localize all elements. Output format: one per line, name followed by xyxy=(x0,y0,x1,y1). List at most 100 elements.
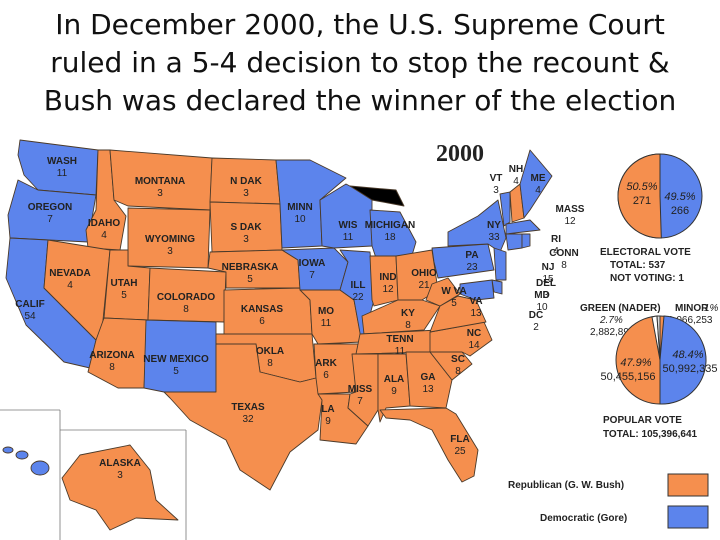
state-label-n-dak: N DAK xyxy=(230,176,262,187)
state-label-mass: MASS xyxy=(556,204,585,215)
state-label-ri: RI xyxy=(551,234,561,245)
legend-democratic-swatch xyxy=(667,505,709,529)
state-ev-la: 9 xyxy=(325,416,331,427)
state-label-s-dak: S DAK xyxy=(230,222,262,233)
state-ev-s-dak: 3 xyxy=(243,234,249,245)
state-md xyxy=(459,279,495,301)
state-ev-idaho: 4 xyxy=(101,230,107,241)
state-label-ga: GA xyxy=(421,372,436,383)
state-ev-ny: 33 xyxy=(488,232,500,243)
state-ev-del: 3 xyxy=(543,290,549,301)
state-label-kansas: KANSAS xyxy=(241,304,284,315)
election-map: 2000 xyxy=(0,139,719,540)
state-label-colorado: COLORADO xyxy=(157,292,216,303)
state-mass xyxy=(505,219,541,235)
state-ev-ala: 9 xyxy=(391,386,397,397)
state-ev-okla: 8 xyxy=(267,358,273,369)
ev-rep-pct: 50.5% xyxy=(626,181,657,193)
state-label-mo: MO xyxy=(318,306,334,317)
state-label-del: DEL xyxy=(536,278,556,289)
state-label-pa: PA xyxy=(465,250,478,261)
state-va xyxy=(429,295,487,333)
state-label-conn: CONN xyxy=(549,248,578,259)
pv-dem-votes: 50,992,335 xyxy=(662,363,717,375)
state-label-nevada: NEVADA xyxy=(49,268,90,279)
state-ev-wash: 11 xyxy=(57,168,68,179)
state-label-alaska: ALASKA xyxy=(99,458,141,469)
state-label-wis: WIS xyxy=(339,220,358,231)
title-line-3: Bush was declared the winner of the elec… xyxy=(43,84,677,117)
state-pa xyxy=(431,243,495,279)
state-label-me: ME xyxy=(531,173,546,184)
state-label-oregon: OREGON xyxy=(28,202,72,213)
state-label-ind: IND xyxy=(379,272,396,283)
state-label-nh: NH xyxy=(509,164,523,175)
state-ev-tenn: 11 xyxy=(395,346,406,357)
state-ev-fla: 25 xyxy=(454,446,466,457)
pv-heading: POPULAR VOTE xyxy=(603,415,682,426)
state-ev-nh: 4 xyxy=(513,176,519,187)
state-ev-ohio: 21 xyxy=(418,280,430,291)
state-me xyxy=(519,149,553,219)
state-label-ill: ILL xyxy=(351,280,366,291)
state-ev-w-va: 5 xyxy=(451,298,457,309)
state-label-minn: MINN xyxy=(287,202,313,213)
state-label-nebraska: NEBRASKA xyxy=(222,262,279,273)
pv-green-label: GREEN (NADER) xyxy=(580,303,661,314)
state-ev-minn: 10 xyxy=(294,214,306,225)
state-label-okla: OKLA xyxy=(256,346,284,357)
pv-minor-pct: 1% xyxy=(704,303,719,314)
state-label-tenn: TENN xyxy=(386,334,413,345)
state-ev-miss: 7 xyxy=(357,396,363,407)
state-nj xyxy=(493,247,507,281)
state-ev-va: 13 xyxy=(470,308,482,319)
state-label-sc: SC xyxy=(451,354,465,365)
state-label-utah: UTAH xyxy=(110,278,137,289)
popular-vote-pie: 47.9% 50,455,156 48.4% 50,992,335 xyxy=(600,315,718,405)
state-ev-ill: 22 xyxy=(352,292,364,303)
state-ev-mo: 11 xyxy=(321,318,332,329)
ev-dem-count: 266 xyxy=(671,205,689,217)
state-ev-iowa: 7 xyxy=(309,270,315,281)
state-label-montana: MONTANA xyxy=(135,176,185,187)
state-ind xyxy=(369,255,399,307)
state-ev-michigan: 18 xyxy=(384,232,396,243)
state-label-arizona: ARIZONA xyxy=(89,350,135,361)
state-ev-wis: 11 xyxy=(343,232,354,243)
state-ev-me: 4 xyxy=(535,185,541,196)
state-label-w-va: W VA xyxy=(441,286,466,297)
state-label-la: LA xyxy=(321,404,334,415)
state-ev-montana: 3 xyxy=(157,188,163,199)
pv-green-votes: 2,882,897 xyxy=(590,327,635,338)
state-ev-colorado: 8 xyxy=(183,304,189,315)
ev-not-voting: NOT VOTING: 1 xyxy=(610,273,684,284)
state-ri xyxy=(521,233,531,249)
electoral-vote-pie: 50.5% 271 49.5% 266 xyxy=(617,153,703,239)
state-ev-n-dak: 3 xyxy=(243,188,249,199)
state-label-dc: DC xyxy=(529,310,543,321)
legend-republican-swatch xyxy=(667,473,709,497)
state-ev-mass: 12 xyxy=(564,216,576,227)
state-hawaii xyxy=(2,446,50,476)
state-ev-arizona: 8 xyxy=(109,362,115,373)
state-ev-calif: 54 xyxy=(24,311,36,322)
state-ev-ri: 4 xyxy=(553,246,559,257)
state-conn xyxy=(505,233,523,251)
state-ark xyxy=(313,343,361,395)
state-label-md: MD xyxy=(534,290,550,301)
state-ev-ark: 6 xyxy=(323,370,329,381)
state-ny xyxy=(447,199,507,253)
ev-heading: ELECTORAL VOTE xyxy=(600,247,691,258)
state-ev-nevada: 4 xyxy=(67,280,73,291)
ev-total: TOTAL: 537 xyxy=(610,260,666,271)
state-w-va xyxy=(425,277,461,307)
state-vt xyxy=(499,191,511,227)
title-line-2: ruled in a 5-4 decision to stop the reco… xyxy=(50,46,670,79)
state-ev-sc: 8 xyxy=(455,366,461,377)
state-label-texas: TEXAS xyxy=(231,402,265,413)
state-ev-md: 10 xyxy=(536,302,548,313)
state-ev-utah: 5 xyxy=(121,290,127,301)
state-label-fla: FLA xyxy=(450,434,469,445)
state-ev-conn: 8 xyxy=(561,260,567,271)
ev-rep-count: 271 xyxy=(633,195,651,207)
